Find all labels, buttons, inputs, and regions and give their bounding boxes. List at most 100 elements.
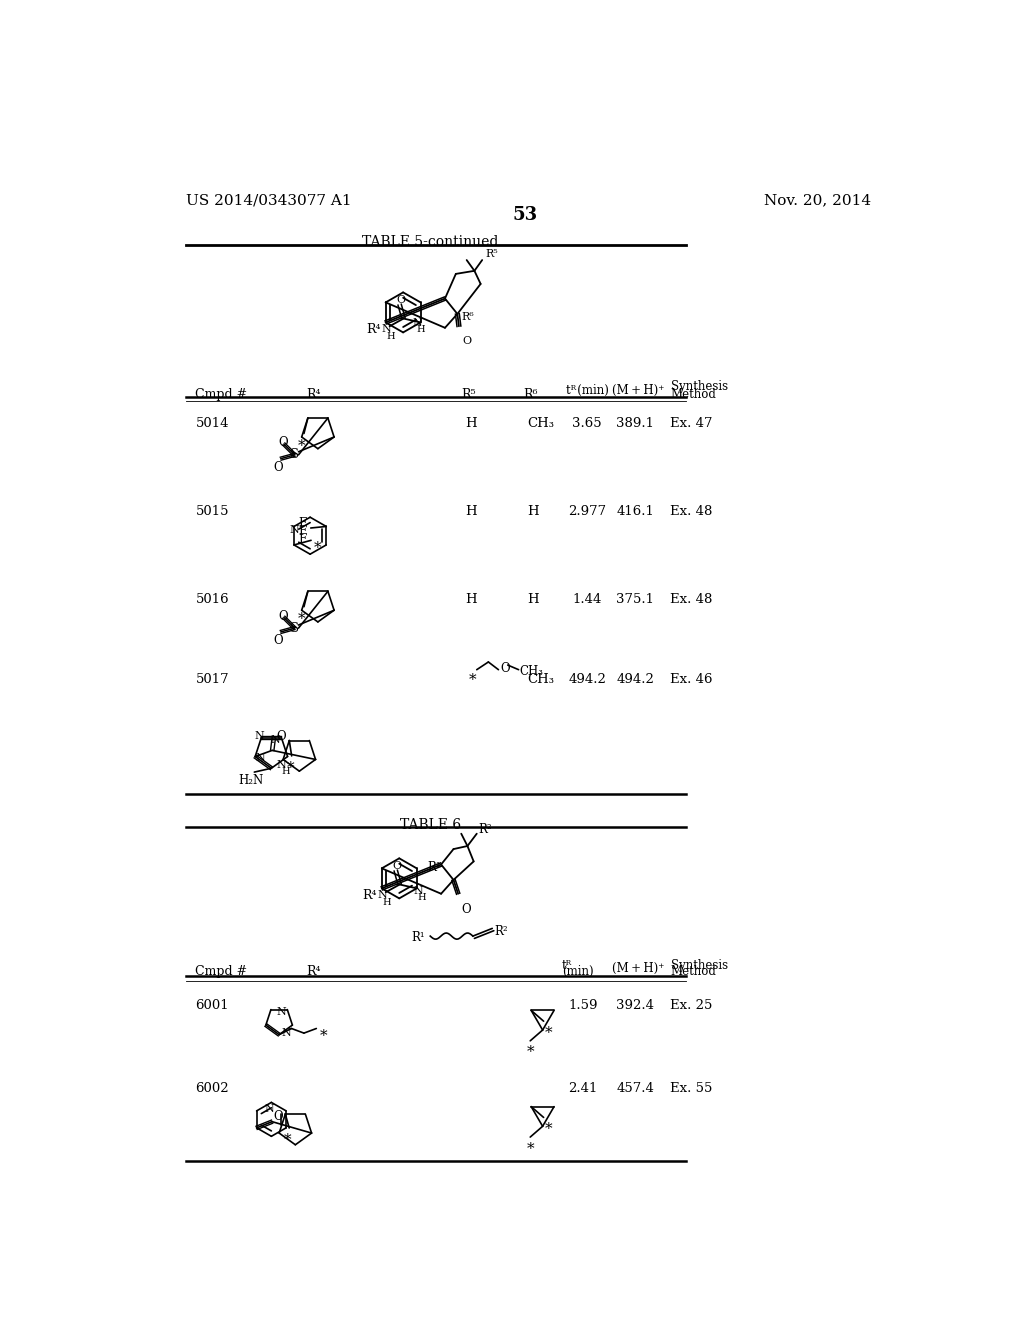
Text: N: N (282, 1028, 291, 1038)
Text: H: H (527, 594, 539, 606)
Text: *: * (287, 762, 294, 775)
Text: N: N (413, 318, 422, 329)
Text: Ex. 46: Ex. 46 (671, 673, 713, 686)
Text: R⁵: R⁵ (485, 249, 498, 259)
Text: 416.1: 416.1 (616, 506, 654, 517)
Text: Synthesis: Synthesis (671, 380, 728, 393)
Text: *: * (527, 1045, 535, 1060)
Text: R²: R² (478, 822, 492, 836)
Text: 1.44: 1.44 (572, 594, 601, 606)
Text: Cmpd #: Cmpd # (196, 388, 248, 401)
Text: N: N (255, 731, 264, 742)
Text: Ex. 25: Ex. 25 (671, 999, 713, 1012)
Text: *: * (298, 612, 305, 626)
Text: tᴿ: tᴿ (562, 960, 572, 973)
Text: N: N (382, 323, 391, 334)
Text: 53: 53 (512, 206, 538, 224)
Text: R¹: R¹ (427, 861, 440, 874)
Text: F: F (298, 517, 306, 531)
Text: H: H (465, 417, 477, 430)
Text: H: H (465, 506, 477, 517)
Text: R⁶: R⁶ (461, 312, 474, 322)
Text: S: S (290, 449, 299, 462)
Text: Ex. 48: Ex. 48 (671, 594, 713, 606)
Text: *: * (545, 1122, 553, 1137)
Text: N: N (265, 1104, 274, 1114)
Text: R⁴: R⁴ (362, 890, 377, 902)
Text: R¹: R¹ (412, 932, 425, 945)
Text: TABLE 5-continued: TABLE 5-continued (362, 235, 499, 249)
Text: Method: Method (671, 965, 717, 978)
Text: R⁴: R⁴ (367, 323, 381, 337)
Text: 1.59: 1.59 (568, 999, 598, 1012)
Text: O: O (276, 730, 287, 743)
Text: *: * (319, 1028, 327, 1043)
Text: tᴿ (min): tᴿ (min) (566, 384, 608, 397)
Text: Nov. 20, 2014: Nov. 20, 2014 (764, 193, 870, 207)
Text: 389.1: 389.1 (616, 417, 654, 430)
Text: H₂N: H₂N (239, 775, 264, 788)
Text: H: H (417, 325, 426, 334)
Text: 457.4: 457.4 (616, 1082, 654, 1096)
Text: O: O (396, 296, 406, 305)
Text: TABLE 6: TABLE 6 (399, 817, 461, 832)
Text: 494.2: 494.2 (616, 673, 654, 686)
Text: N: N (290, 525, 300, 535)
Text: 6001: 6001 (196, 999, 229, 1012)
Text: Method: Method (671, 388, 717, 401)
Text: (M + H)⁺: (M + H)⁺ (612, 384, 665, 397)
Text: 6002: 6002 (196, 1082, 229, 1096)
Text: N: N (413, 886, 423, 896)
Text: *: * (469, 673, 476, 686)
Text: O: O (461, 903, 471, 916)
Text: 5014: 5014 (196, 417, 229, 430)
Text: CH₃: CH₃ (527, 417, 554, 430)
Text: CH₃: CH₃ (519, 665, 544, 678)
Text: 392.4: 392.4 (616, 999, 654, 1012)
Text: 5017: 5017 (196, 673, 229, 686)
Text: O: O (500, 663, 510, 675)
Text: F: F (298, 525, 306, 539)
Text: N: N (276, 759, 287, 770)
Text: 5016: 5016 (196, 594, 229, 606)
Text: Ex. 47: Ex. 47 (671, 417, 713, 430)
Text: *: * (298, 438, 305, 453)
Text: 2.41: 2.41 (568, 1082, 598, 1096)
Text: H: H (465, 594, 477, 606)
Text: H: H (527, 506, 539, 517)
Text: *: * (284, 1134, 292, 1147)
Text: US 2014/0343077 A1: US 2014/0343077 A1 (186, 193, 352, 207)
Text: Ex. 48: Ex. 48 (671, 506, 713, 517)
Text: N: N (276, 1007, 287, 1016)
Text: H: H (418, 892, 426, 902)
Text: H: H (282, 767, 290, 776)
Text: 2.977: 2.977 (568, 506, 606, 517)
Text: N: N (378, 890, 388, 900)
Text: Cmpd #: Cmpd # (196, 965, 248, 978)
Text: (M + H)⁺: (M + H)⁺ (612, 962, 665, 975)
Text: N: N (256, 754, 265, 763)
Text: O: O (279, 437, 288, 449)
Text: F: F (298, 533, 306, 545)
Text: O: O (273, 461, 283, 474)
Text: R⁴: R⁴ (307, 965, 322, 978)
Text: H: H (383, 898, 391, 907)
Text: 494.2: 494.2 (568, 673, 606, 686)
Text: *: * (313, 541, 321, 556)
Text: O: O (273, 1110, 284, 1123)
Text: *: * (545, 1026, 553, 1040)
Text: CH₃: CH₃ (527, 673, 554, 686)
Text: O: O (279, 610, 288, 623)
Text: O: O (273, 635, 283, 647)
Text: R²: R² (495, 925, 508, 939)
Text: O: O (462, 335, 471, 346)
Text: R⁶: R⁶ (523, 388, 538, 401)
Text: N: N (270, 734, 281, 744)
Text: R⁴: R⁴ (307, 388, 322, 401)
Text: Synthesis: Synthesis (671, 960, 728, 973)
Text: Ex. 55: Ex. 55 (671, 1082, 713, 1096)
Text: S: S (290, 622, 299, 635)
Text: (min): (min) (562, 965, 594, 978)
Text: *: * (527, 1142, 535, 1156)
Text: R⁵: R⁵ (461, 388, 476, 401)
